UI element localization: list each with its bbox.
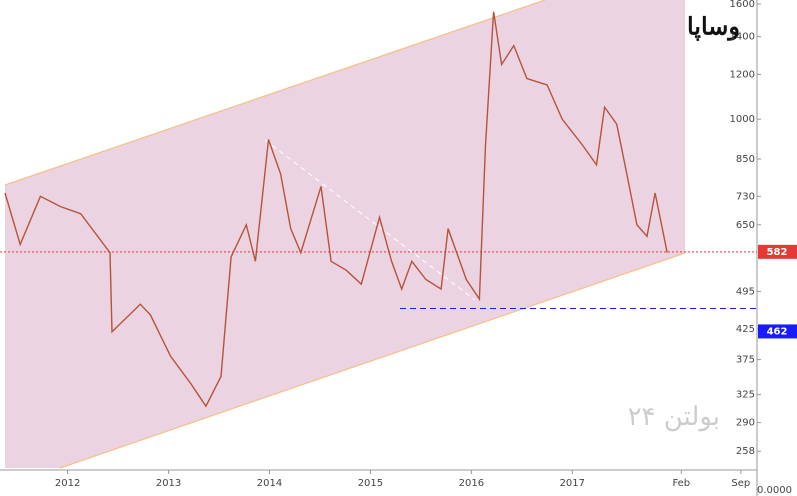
channel-upper [4, 0, 546, 186]
y-tick-label: 425 [736, 324, 755, 335]
y-tick-label: 1600 [730, 0, 755, 10]
price-box-label: 582 [767, 247, 788, 258]
x-tick-label: 2013 [156, 478, 181, 489]
price-box [758, 244, 797, 259]
y-tick-label: 290 [736, 418, 755, 429]
channel-lower [59, 252, 686, 469]
y-tick-label: 730 [736, 191, 755, 202]
x-tick-label: 2017 [560, 478, 585, 489]
x-tick-label: 2015 [358, 478, 383, 489]
watermark: بولتن ۲۴ [628, 402, 720, 432]
y-tick-label: 850 [736, 154, 755, 165]
y-tick-label: 375 [736, 355, 755, 366]
trend-line [264, 139, 476, 301]
y-tick-label: 258 [736, 446, 755, 457]
x-tick-label: Feb [672, 478, 690, 489]
price-box-label: 462 [767, 326, 788, 337]
chart-title: وساپا [687, 12, 740, 42]
y-tick-label: 1000 [730, 114, 755, 125]
y-tick-label: 1400 [730, 32, 755, 43]
volume-label: 0.0000 [757, 485, 792, 496]
x-tick-label: 2012 [55, 478, 80, 489]
x-tick-label: 2016 [459, 478, 484, 489]
price-line [4, 11, 668, 408]
y-tick-label: 495 [736, 287, 755, 298]
x-tick-label: 2014 [257, 478, 282, 489]
y-tick-label: 1200 [730, 69, 755, 80]
channel [5, 0, 685, 468]
y-tick-label: 325 [736, 390, 755, 401]
price-box [758, 324, 797, 339]
x-tick-label: Sep [731, 478, 750, 489]
y-tick-label: 650 [736, 220, 755, 231]
